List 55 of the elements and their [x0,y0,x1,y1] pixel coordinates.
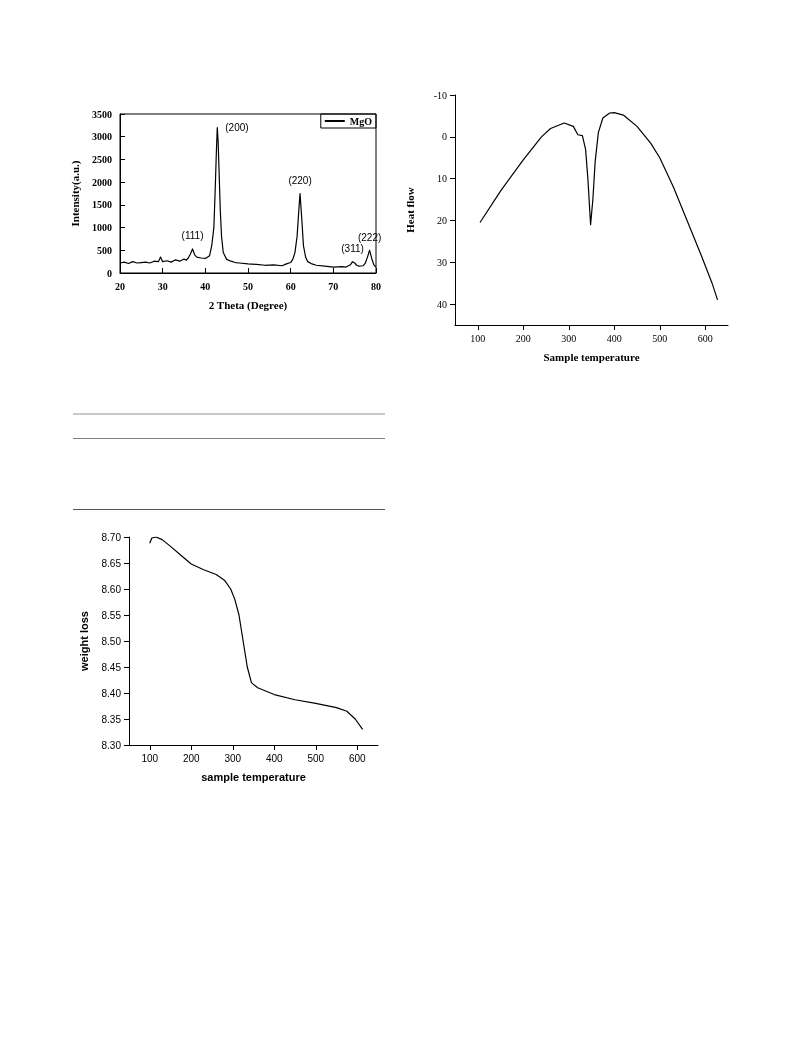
y-tick-label: 500 [97,244,112,256]
y-tick-label: 8.45 [101,661,122,673]
annotation: (111) [181,230,204,242]
x-tick-label: 300 [561,332,577,344]
x-tick-label: 500 [652,332,668,344]
x-tick-label: 60 [285,280,296,292]
y-tick-label: 8.55 [101,609,122,621]
annotation: (311) [341,243,364,255]
x-tick-label: 400 [265,752,284,764]
y-tick-label: 30 [437,256,447,268]
x-axis-title: sample temperature [201,770,306,783]
annotation: (200) [225,122,249,134]
line-series [149,536,364,730]
x-tick-label: 30 [157,280,168,292]
y-tick-label: 1000 [92,222,112,234]
x-tick-label: 400 [606,332,622,344]
y-tick-label: 8.65 [101,557,122,569]
line-series [479,111,719,301]
y-tick-label: 20 [437,214,447,226]
y-tick-label: 8.50 [101,635,122,647]
y-tick-label: 2000 [92,176,112,188]
x-tick-label: 50 [243,280,253,292]
y-tick-label: 40 [437,298,447,310]
x-tick-label: 100 [470,332,486,344]
y-axis-title: weight loss [77,611,90,672]
y-tick-label: 2500 [92,153,112,165]
y-tick-label: 3000 [92,131,112,143]
y-axis-title: Heat flow [403,187,416,233]
y-tick-label: 8.30 [101,739,122,751]
y-tick-label: 8.60 [101,583,122,595]
x-tick-label: 200 [182,752,201,764]
x-tick-label: 300 [224,752,242,764]
legend-label: MgO [349,115,373,127]
x-tick-label: 100 [141,752,159,764]
x-tick-label: 40 [200,280,211,292]
annotation: (222) [357,231,382,243]
x-tick-label: 200 [515,332,531,344]
y-tick-label: 8.70 [101,531,122,543]
y-tick-label: 10 [437,173,447,185]
x-axis-title: 2 Theta (Degree) [208,298,288,312]
y-tick-label: 0 [442,131,447,143]
y-axis-title: Intensity(a.u.) [68,160,82,227]
x-tick-label: 600 [697,332,713,344]
y-tick-label: -10 [433,89,447,101]
x-tick-label: 500 [307,752,325,764]
y-tick-label: 3500 [92,108,112,120]
x-tick-label: 600 [348,752,367,764]
y-tick-label: 8.35 [101,713,122,725]
y-tick-label: 0 [107,267,112,279]
y-tick-label: 8.40 [101,687,122,699]
x-tick-label: 70 [328,280,339,292]
annotation: (220) [288,175,312,186]
x-axis-title: Sample temperature [543,350,640,363]
x-tick-label: 80 [371,280,381,292]
y-tick-label: 1500 [92,199,112,211]
